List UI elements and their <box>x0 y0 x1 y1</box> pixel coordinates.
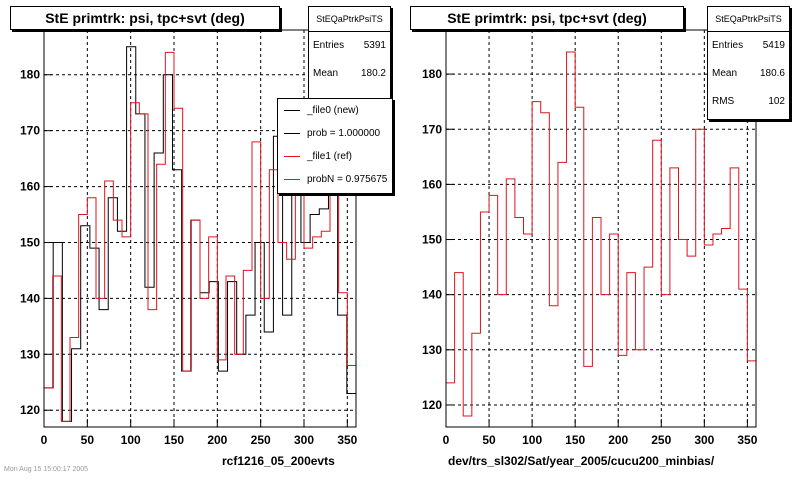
right-chart-title: StE primtrk: psi, tpc+svt (deg) <box>410 6 684 30</box>
right-x-tick-label-100: 100 <box>522 433 542 447</box>
right-stats-mean-value: 180.6 <box>759 68 785 79</box>
right-x-tick-label-50: 50 <box>482 433 496 447</box>
right-stats-mean-label: Mean <box>712 68 738 79</box>
left-stats-mean-value: 180.2 <box>360 68 386 79</box>
right-stats-rms-row: RMS 102 <box>708 88 789 116</box>
left-y-tick-label-120: 120 <box>20 403 40 417</box>
legend-entry-file1: _file1 (ref) <box>278 145 392 168</box>
legend-swatch-prob <box>284 133 300 134</box>
left-x-tick-label-0: 0 <box>41 433 48 447</box>
left-x-tick-label-100: 100 <box>121 433 141 447</box>
left-chart-title: StE primtrk: psi, tpc+svt (deg) <box>10 6 280 30</box>
legend-swatch-file0 <box>284 110 300 111</box>
left-plot-frame <box>43 29 357 428</box>
right-x-tick-label-350: 350 <box>737 433 757 447</box>
legend-swatch-file1 <box>284 156 300 157</box>
left-y-tick-label-160: 160 <box>20 180 40 194</box>
left-y-tick-label-140: 140 <box>20 291 40 305</box>
right-stats-mean-row: Mean 180.6 <box>708 60 789 88</box>
legend-label-file1: _file1 (ref) <box>307 151 353 162</box>
left-y-tick-label-180: 180 <box>20 68 40 82</box>
right-x-tick-label-150: 150 <box>565 433 585 447</box>
left-y-tick-label-170: 170 <box>20 124 40 138</box>
right-x-axis-label: dev/trs_sl302/Sat/year_2005/cucu200_minb… <box>448 454 715 468</box>
right-stats-rms-label: RMS <box>712 96 735 107</box>
left-histogram-series-1 <box>43 51 357 427</box>
footer-date: Mon Aug 15 15:00:17 2005 <box>4 466 89 473</box>
right-stats-entries-value: 5419 <box>762 40 785 51</box>
right-y-tick-label-120: 120 <box>422 398 442 412</box>
right-y-tick-label-150: 150 <box>422 233 442 247</box>
left-stats-name: StEQaPtrkPsiTS <box>309 7 390 32</box>
left-x-tick-label-200: 200 <box>207 433 227 447</box>
left-x-tick-label-350: 350 <box>337 433 357 447</box>
left-stats-entries-value: 5391 <box>363 40 386 51</box>
left-y-tick-label-130: 130 <box>20 347 40 361</box>
right-stats-entries-label: Entries <box>712 40 744 51</box>
left-x-axis-label: rcf1216_05_200evts <box>222 454 335 468</box>
left-stats-entries-label: Entries <box>313 40 345 51</box>
legend-swatch-probn <box>284 179 300 180</box>
right-y-tick-label-140: 140 <box>422 288 442 302</box>
right-y-tick-label-170: 170 <box>422 122 442 136</box>
legend-entry-file0: _file0 (new) <box>278 99 392 122</box>
right-plot-frame <box>445 29 757 428</box>
left-stats-entries-row: Entries 5391 <box>309 32 390 60</box>
legend-label-probn: probN = 0.975675 <box>307 174 388 185</box>
left-stats-mean-row: Mean 180.2 <box>309 60 390 88</box>
right-histogram-panel: 0 50 100 150 200 250 300 350 120 130 140 150 160 170 1… <box>400 0 800 480</box>
right-x-tick-label-0: 0 <box>443 433 450 447</box>
right-stats-name: StEQaPtrkPsiTS <box>708 7 789 32</box>
legend-entry-prob: prob = 1.000000 <box>278 122 392 145</box>
right-x-tick-label-250: 250 <box>651 433 671 447</box>
right-histogram-series-0 <box>445 51 757 427</box>
left-x-tick-label-150: 150 <box>164 433 184 447</box>
right-stats-entries-row: Entries 5419 <box>708 32 789 60</box>
right-stats-box: StEQaPtrkPsiTS Entries 5419 Mean 180.6 R… <box>707 6 790 120</box>
right-stats-rms-value: 102 <box>768 96 785 107</box>
legend-box: _file0 (new) prob = 1.000000 _file1 (ref… <box>277 98 393 194</box>
left-y-tick-label-150: 150 <box>20 235 40 249</box>
right-y-tick-label-160: 160 <box>422 177 442 191</box>
legend-label-file0: _file0 (new) <box>307 105 359 116</box>
legend-entry-probn: probN = 0.975675 <box>278 168 392 191</box>
left-histogram-panel: 0 50 100 150 200 250 300 350 120 130 140 150 160 170 1… <box>4 6 393 473</box>
right-x-tick-label-300: 300 <box>694 433 714 447</box>
left-x-tick-label-50: 50 <box>81 433 95 447</box>
left-stats-mean-label: Mean <box>313 68 339 79</box>
right-y-tick-label-180: 180 <box>422 67 442 81</box>
right-x-tick-label-200: 200 <box>608 433 628 447</box>
right-y-tick-label-130: 130 <box>422 343 442 357</box>
legend-label-prob: prob = 1.000000 <box>307 128 381 139</box>
left-x-tick-label-300: 300 <box>294 433 314 447</box>
left-x-tick-label-250: 250 <box>251 433 271 447</box>
